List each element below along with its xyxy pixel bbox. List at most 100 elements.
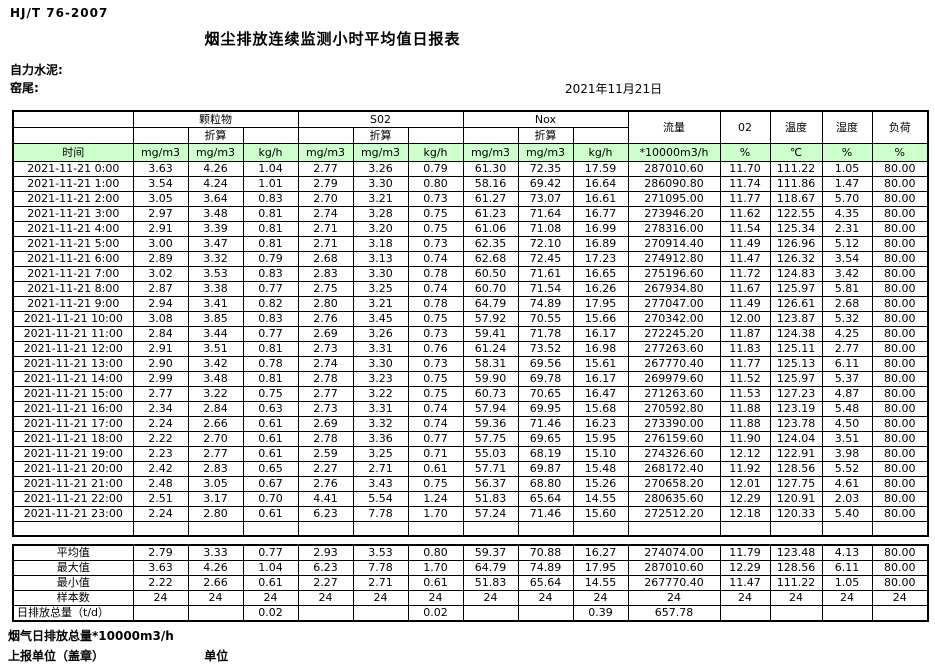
value-cell: 2.74 [297, 206, 354, 222]
value-cell: 5.32 [821, 311, 873, 327]
value-cell: 16.17 [572, 371, 629, 387]
table-area: 颗粒物 S02 Nox 流量 02 温度 湿度 负荷 折算 折算 折算 [0, 110, 935, 664]
value-cell: 15.10 [572, 446, 629, 462]
report-table: 颗粒物 S02 Nox 流量 02 温度 湿度 负荷 折算 折算 折算 [12, 110, 929, 537]
value-cell: 126.32 [769, 251, 823, 267]
table-row: 2021-11-21 13:00 2.90 3.42 0.78 2.74 3.30 0.73… [12, 356, 929, 372]
value-cell: 0.61 [242, 446, 299, 462]
time-cell: 2021-11-21 7:00 [12, 266, 134, 282]
value-cell: 80.00 [871, 341, 929, 357]
value-cell: 122.91 [769, 446, 823, 462]
value-cell: 73.07 [517, 191, 574, 207]
value-cell: 61.23 [462, 206, 519, 222]
value-cell: 2.80 [297, 296, 354, 312]
summary-value-cell: 274074.00 [627, 544, 721, 561]
unit-o2: % [719, 143, 771, 162]
summary-value-cell: 287010.60 [627, 559, 721, 576]
summary-rows: 平均值 2.79 3.33 0.77 2.93 3.53 0.80 59.37 70.88 16.… [12, 544, 929, 621]
value-cell: 2.97 [132, 206, 189, 222]
value-cell: 3.05 [132, 191, 189, 207]
value-cell: 125.34 [769, 221, 823, 237]
value-cell: 71.46 [517, 416, 574, 432]
value-cell: 2.80 [187, 506, 244, 522]
summary-value-cell: 24 [821, 589, 873, 606]
value-cell: 1.24 [407, 491, 464, 507]
summary-value-cell [821, 604, 873, 621]
value-cell: 3.42 [821, 266, 873, 282]
value-cell: 15.26 [572, 476, 629, 492]
summary-label: 样本数 [12, 589, 134, 606]
value-cell: 3.30 [352, 356, 409, 372]
value-cell: 3.98 [821, 446, 873, 462]
summary-value-cell: 24 [407, 589, 464, 606]
blank-cell [242, 127, 299, 144]
header-flow: 流量 [627, 110, 721, 144]
value-cell: 12.18 [719, 506, 771, 522]
value-cell: 69.56 [517, 356, 574, 372]
value-cell: 3.36 [352, 431, 409, 447]
table-row: 2021-11-21 0:00 3.63 4.26 1.04 2.77 3.26 0.79 6… [12, 161, 929, 177]
header-group-row: 颗粒物 S02 Nox 流量 02 温度 湿度 负荷 [12, 110, 929, 144]
value-cell: 80.00 [871, 371, 929, 387]
value-cell: 3.43 [352, 476, 409, 492]
value-cell: 0.81 [242, 221, 299, 237]
value-cell: 80.00 [871, 311, 929, 327]
blank-cell [462, 127, 519, 144]
summary-value-cell [352, 604, 409, 621]
time-header-blank [12, 110, 134, 128]
value-cell: 11.83 [719, 341, 771, 357]
value-cell: 127.23 [769, 386, 823, 402]
value-cell: 3.26 [352, 161, 409, 177]
unit-kg: kg/h [572, 143, 629, 162]
value-cell: 11.72 [719, 266, 771, 282]
time-cell: 2021-11-21 3:00 [12, 206, 134, 222]
table-row: 2021-11-21 7:00 3.02 3.53 0.83 2.83 3.30 0.78 6… [12, 266, 929, 282]
value-cell: 16.64 [572, 176, 629, 192]
unit-mg: mg/m3 [132, 143, 189, 162]
table-row: 2021-11-21 15:00 2.77 3.22 0.75 2.77 3.22 0.75… [12, 386, 929, 402]
summary-value-cell: 2.79 [132, 544, 189, 561]
summary-row: 样本数 24 24 24 24 24 24 24 24 24 24 24 24 24 24 [12, 589, 929, 606]
summary-value-cell: 80.00 [871, 574, 929, 591]
value-cell: 69.65 [517, 431, 574, 447]
value-cell: 2.73 [297, 401, 354, 417]
value-cell: 11.90 [719, 431, 771, 447]
value-cell: 272245.20 [627, 326, 721, 342]
summary-row: 平均值 2.79 3.33 0.77 2.93 3.53 0.80 59.37 70.88 16.… [12, 544, 929, 561]
summary-value-cell: 1.70 [407, 559, 464, 576]
value-cell: 16.99 [572, 221, 629, 237]
value-cell: 126.61 [769, 296, 823, 312]
empty-cell [517, 521, 574, 536]
time-cell: 2021-11-21 16:00 [12, 401, 134, 417]
table-row: 2021-11-21 9:00 2.94 3.41 0.82 2.80 3.21 0.78 6… [12, 296, 929, 312]
value-cell: 125.13 [769, 356, 823, 372]
value-cell: 0.61 [242, 506, 299, 522]
time-cell: 2021-11-21 13:00 [12, 356, 134, 372]
value-cell: 0.80 [407, 176, 464, 192]
summary-value-cell: 24 [517, 589, 574, 606]
summary-value-cell: 24 [462, 589, 519, 606]
value-cell: 17.95 [572, 296, 629, 312]
unit-flow: *10000m3/h [627, 143, 721, 162]
value-cell: 80.00 [871, 401, 929, 417]
table-row: 2021-11-21 17:00 2.24 2.66 0.61 2.69 3.32 0.74… [12, 416, 929, 432]
summary-value-cell: 6.11 [821, 559, 873, 576]
summary-value-cell: 24 [297, 589, 354, 606]
value-cell: 0.71 [407, 446, 464, 462]
value-cell: 5.54 [352, 491, 409, 507]
value-cell: 2.84 [132, 326, 189, 342]
time-cell: 2021-11-21 0:00 [12, 161, 134, 177]
value-cell: 15.60 [572, 506, 629, 522]
blank-cell [297, 127, 354, 144]
value-cell: 3.18 [352, 236, 409, 252]
value-cell: 3.64 [187, 191, 244, 207]
summary-label: 最大值 [12, 559, 134, 576]
value-cell: 3.25 [352, 446, 409, 462]
value-cell: 65.64 [517, 491, 574, 507]
table-row: 2021-11-21 4:00 2.91 3.39 0.81 2.71 3.20 0.75 6… [12, 221, 929, 237]
summary-value-cell: 59.37 [462, 544, 519, 561]
table-row: 2021-11-21 23:00 2.24 2.80 0.61 6.23 7.78 1.70… [12, 506, 929, 522]
value-cell: 70.65 [517, 386, 574, 402]
report-date: 2021年11月21日 [565, 82, 663, 96]
station-label: 窑尾: [10, 81, 39, 95]
